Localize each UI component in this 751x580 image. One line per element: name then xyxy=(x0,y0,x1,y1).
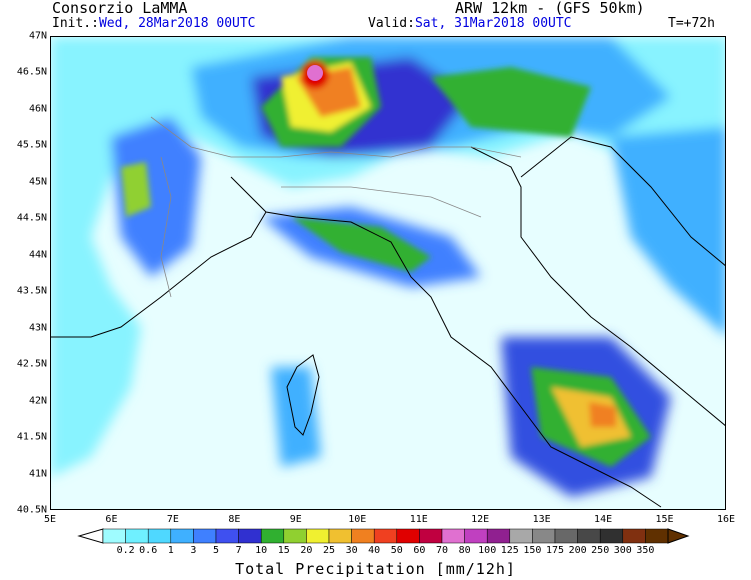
lat-tick: 46N xyxy=(28,103,47,115)
colorbar-cell xyxy=(170,528,194,544)
colorbar-tick-label: 10 xyxy=(255,545,268,556)
colorbar-cell xyxy=(125,528,149,544)
lat-tick: 43.5N xyxy=(16,285,47,297)
colorbar-tick-label: 350 xyxy=(636,545,655,556)
colorbar-tick-label: 50 xyxy=(390,545,403,556)
lat-tick: 40.5N xyxy=(16,504,47,516)
colorbar-tick-label: 200 xyxy=(568,545,587,556)
colorbar-tick-label: 15 xyxy=(277,545,290,556)
colorbar-cell xyxy=(532,528,556,544)
colorbar-tick-label: 175 xyxy=(545,545,565,556)
colorbar-cell xyxy=(645,528,669,544)
lon-tick: 5E xyxy=(43,514,57,525)
colorbar-tick-label: 250 xyxy=(591,545,610,556)
colorbar-tick-label: 125 xyxy=(500,545,519,556)
colorbar-tick-label: 80 xyxy=(458,545,471,556)
lon-tick: 12E xyxy=(471,514,490,525)
colorbar-tick-label: 25 xyxy=(322,545,336,556)
lon-tick: 15E xyxy=(655,514,674,525)
colorbar-tick-label: 300 xyxy=(613,545,632,556)
header-org: Consorzio LaMMA xyxy=(52,0,188,17)
header-lead: T=+72h xyxy=(668,16,715,31)
colorbar-tick-label: 100 xyxy=(478,545,497,556)
colorbar-cell xyxy=(464,528,488,544)
header-valid: Valid:Sat, 31Mar2018 00UTC xyxy=(368,16,572,31)
colorbar-cell xyxy=(260,528,285,544)
lon-tick: 13E xyxy=(532,514,551,525)
lon-tick: 9E xyxy=(289,514,302,525)
lat-tick: 44N xyxy=(28,249,47,261)
colorbar-tick-label: 70 xyxy=(435,545,449,556)
colorbar-cell xyxy=(238,528,262,544)
lat-tick: 44.5N xyxy=(16,212,47,224)
lat-tick: 42.5N xyxy=(16,358,47,370)
colorbar-cell xyxy=(599,528,624,544)
lat-tick: 45N xyxy=(28,176,47,188)
colorbar-cell xyxy=(419,528,443,544)
lat-tick: 47N xyxy=(28,30,47,42)
lon-tick: 6E xyxy=(105,514,118,525)
colorbar-cell xyxy=(283,528,307,544)
lon-tick: 14E xyxy=(594,514,613,525)
lat-tick: 42N xyxy=(28,395,47,407)
colorbar-tick-label: 20 xyxy=(300,545,313,556)
lat-tick: 41.5N xyxy=(16,431,47,443)
colorbar-max-arrow xyxy=(667,528,690,544)
header-model: ARW 12km - (GFS 50km) xyxy=(455,0,645,17)
precipitation-map xyxy=(50,36,726,510)
lat-tick: 43N xyxy=(28,322,47,334)
colorbar-cell xyxy=(215,528,239,544)
colorbar-cell xyxy=(554,528,578,544)
colorbar-cell xyxy=(328,528,352,544)
colorbar-tick-label: 1 xyxy=(167,545,174,556)
lat-tick: 41N xyxy=(28,468,47,480)
lon-tick: 11E xyxy=(409,514,428,525)
colorbar-cell xyxy=(577,528,601,544)
init-label: Init.: xyxy=(52,16,99,31)
colorbar-title: Total Precipitation [mm/12h] xyxy=(235,560,516,578)
colorbar-cell xyxy=(441,528,465,544)
colorbar-min-arrow xyxy=(77,528,104,544)
lat-tick: 46.5N xyxy=(16,66,47,78)
colorbar-tick-label: 5 xyxy=(212,545,220,556)
lon-tick: 7E xyxy=(166,514,179,525)
colorbar-cell xyxy=(102,528,126,544)
colorbar-tick-label: 0.2 xyxy=(116,545,135,556)
colorbar-cell xyxy=(509,528,533,544)
colorbar xyxy=(77,528,690,544)
lat-tick: 45.5N xyxy=(16,139,47,151)
init-value: Wed, 28Mar2018 00UTC xyxy=(98,16,256,31)
precipitation-field xyxy=(51,37,725,509)
lon-tick: 10E xyxy=(348,514,367,525)
colorbar-cell xyxy=(351,528,375,544)
lon-tick: 8E xyxy=(228,514,241,525)
colorbar-cell xyxy=(373,528,398,544)
valid-label: Valid: xyxy=(368,16,415,31)
colorbar-cell xyxy=(306,528,330,544)
colorbar-tick-label: 60 xyxy=(413,545,426,556)
colorbar-tick-label: 3 xyxy=(190,545,197,556)
colorbar-tick-label: 40 xyxy=(368,545,381,556)
colorbar-cell xyxy=(486,528,511,544)
lon-tick: 16E xyxy=(716,514,736,525)
colorbar-cell xyxy=(396,528,420,544)
colorbar-tick-label: 150 xyxy=(523,545,542,556)
header-init: Init.:Wed, 28Mar2018 00UTC xyxy=(52,16,256,31)
colorbar-tick-label: 0.6 xyxy=(139,545,158,556)
valid-value: Sat, 31Mar2018 00UTC xyxy=(414,16,572,31)
colorbar-cell xyxy=(147,528,172,544)
colorbar-tick-label: 7 xyxy=(235,545,242,556)
colorbar-cell xyxy=(193,528,217,544)
colorbar-cell xyxy=(622,528,646,544)
colorbar-tick-label: 30 xyxy=(345,545,358,556)
